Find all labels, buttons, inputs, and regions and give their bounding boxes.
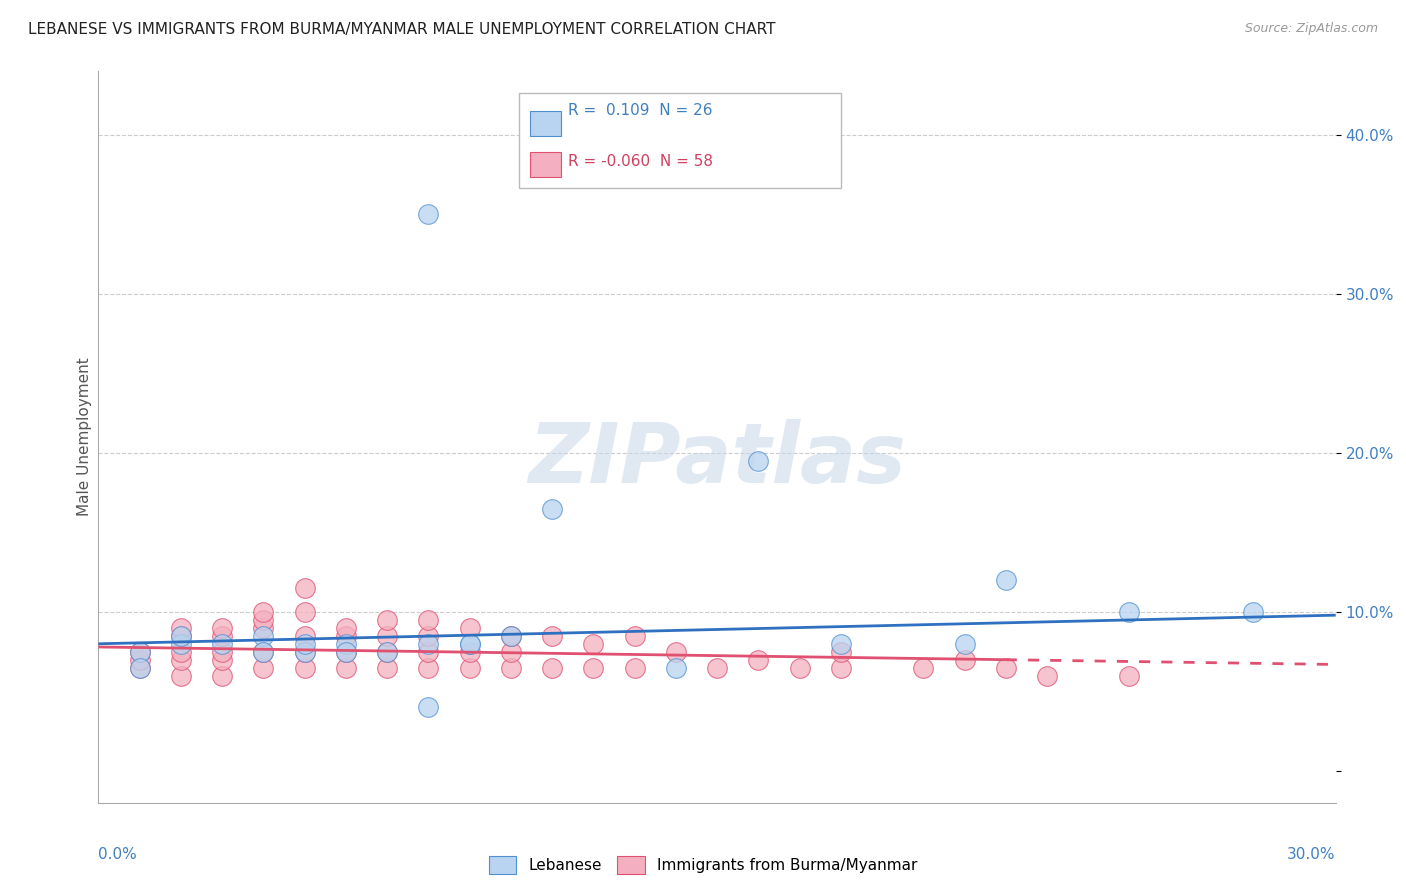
- Point: [128, 653, 150, 667]
- Point: [252, 621, 274, 635]
- Point: [418, 629, 440, 643]
- Point: [541, 629, 564, 643]
- Point: [294, 605, 316, 619]
- Point: [375, 645, 398, 659]
- Point: [706, 660, 728, 674]
- Point: [170, 637, 193, 651]
- Point: [170, 653, 193, 667]
- Point: [211, 629, 233, 643]
- Point: [582, 660, 605, 674]
- Point: [252, 605, 274, 619]
- Point: [128, 645, 150, 659]
- Point: [458, 637, 481, 651]
- Point: [418, 613, 440, 627]
- Point: [1118, 605, 1140, 619]
- Point: [252, 645, 274, 659]
- Text: Source: ZipAtlas.com: Source: ZipAtlas.com: [1244, 22, 1378, 36]
- Point: [294, 645, 316, 659]
- Point: [335, 637, 357, 651]
- Text: 0.0%: 0.0%: [98, 847, 138, 862]
- Point: [170, 668, 193, 682]
- Point: [170, 629, 193, 643]
- Point: [418, 645, 440, 659]
- Point: [335, 645, 357, 659]
- Text: R =  0.109  N = 26: R = 0.109 N = 26: [568, 103, 713, 118]
- Point: [994, 573, 1017, 587]
- Point: [375, 645, 398, 659]
- Point: [211, 645, 233, 659]
- Point: [830, 660, 852, 674]
- Point: [252, 629, 274, 643]
- Point: [582, 637, 605, 651]
- Point: [499, 660, 522, 674]
- Point: [994, 660, 1017, 674]
- Point: [623, 660, 645, 674]
- Point: [294, 660, 316, 674]
- Text: R = -0.060  N = 58: R = -0.060 N = 58: [568, 154, 713, 169]
- Point: [830, 637, 852, 651]
- Text: 30.0%: 30.0%: [1288, 847, 1336, 862]
- Point: [335, 621, 357, 635]
- Point: [128, 645, 150, 659]
- Point: [458, 645, 481, 659]
- Point: [418, 700, 440, 714]
- Point: [252, 660, 274, 674]
- Point: [170, 645, 193, 659]
- Point: [1118, 668, 1140, 682]
- Point: [418, 637, 440, 651]
- Legend: Lebanese, Immigrants from Burma/Myanmar: Lebanese, Immigrants from Burma/Myanmar: [482, 850, 924, 880]
- Text: ZIPatlas: ZIPatlas: [529, 418, 905, 500]
- Point: [830, 645, 852, 659]
- Point: [541, 660, 564, 674]
- Point: [170, 629, 193, 643]
- Point: [211, 621, 233, 635]
- Point: [335, 645, 357, 659]
- Point: [953, 637, 976, 651]
- Text: LEBANESE VS IMMIGRANTS FROM BURMA/MYANMAR MALE UNEMPLOYMENT CORRELATION CHART: LEBANESE VS IMMIGRANTS FROM BURMA/MYANMA…: [28, 22, 776, 37]
- Point: [623, 629, 645, 643]
- Point: [912, 660, 935, 674]
- Point: [375, 660, 398, 674]
- Point: [418, 207, 440, 221]
- Point: [252, 613, 274, 627]
- Point: [294, 629, 316, 643]
- Point: [211, 637, 233, 651]
- Point: [294, 637, 316, 651]
- Point: [789, 660, 811, 674]
- Point: [458, 660, 481, 674]
- Point: [375, 613, 398, 627]
- Point: [1036, 668, 1059, 682]
- Point: [458, 637, 481, 651]
- Point: [458, 621, 481, 635]
- Point: [953, 653, 976, 667]
- Point: [665, 660, 688, 674]
- Point: [128, 660, 150, 674]
- Point: [170, 621, 193, 635]
- Point: [665, 645, 688, 659]
- Point: [294, 581, 316, 595]
- Point: [499, 629, 522, 643]
- Point: [1241, 605, 1264, 619]
- Point: [294, 645, 316, 659]
- Point: [747, 653, 769, 667]
- Y-axis label: Male Unemployment: Male Unemployment: [77, 358, 91, 516]
- Point: [211, 653, 233, 667]
- Point: [335, 660, 357, 674]
- Point: [499, 629, 522, 643]
- Point: [747, 454, 769, 468]
- Point: [128, 660, 150, 674]
- Point: [418, 660, 440, 674]
- Point: [211, 668, 233, 682]
- Point: [541, 501, 564, 516]
- Point: [499, 645, 522, 659]
- Point: [252, 645, 274, 659]
- Point: [335, 629, 357, 643]
- Point: [375, 629, 398, 643]
